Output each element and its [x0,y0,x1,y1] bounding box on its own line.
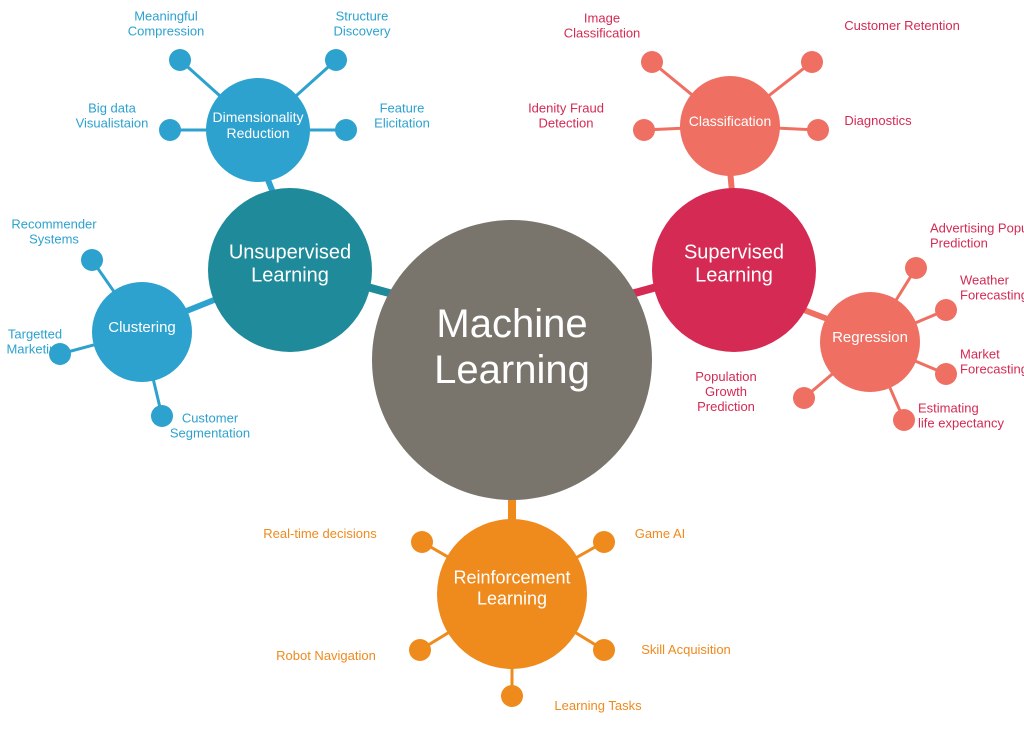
leaf-dot [807,119,829,141]
leaf-dot [593,639,615,661]
leaf-dot [905,257,927,279]
leaf-label: StructureDiscovery [333,9,391,39]
leaf-dot [159,119,181,141]
leaf-dot [411,531,433,553]
leaf-label: Customer Retention [844,18,960,33]
leaf-dot [593,531,615,553]
leaf-dot [151,405,173,427]
leaf-label: Advertising PopularityPrediction [930,221,1024,251]
clustering-node-label: Clustering [108,319,176,336]
leaf-label: Estimatinglife expectancy [918,401,1004,431]
leaf-label: CustomerSegmentation [170,411,250,441]
leaf-label: MeaningfulCompression [128,9,205,39]
leaf-dot [81,249,103,271]
supervised-learning-node-label: SupervisedLearning [684,242,784,287]
leaf-dot [169,49,191,71]
leaf-dot [893,409,915,431]
leaf-label: FeatureElicitation [374,101,430,131]
leaf-dot [793,387,815,409]
leaf-label: RecommenderSystems [11,217,97,247]
leaf-dot [641,51,663,73]
leaf-label: Skill Acquisition [641,642,731,657]
leaf-label: TargettedMarketing [6,327,63,357]
classification-node-label: Classification [689,113,771,129]
leaf-label: Diagnostics [844,113,912,128]
leaf-label: WeatherForecasting [960,273,1024,303]
leaf-dot [409,639,431,661]
leaf-dot [335,119,357,141]
leaf-label: PopulationGrowthPrediction [695,369,756,414]
leaf-label: Game AI [635,526,686,541]
leaf-label: Idenity FraudDetection [528,101,604,131]
ml-taxonomy-diagram: MeaningfulCompression StructureDiscovery B… [0,0,1024,732]
leaf-label: ImageClassification [564,11,641,41]
leaf-label: Learning Tasks [554,698,642,713]
leaf-dot [801,51,823,73]
leaf-dot [501,685,523,707]
leaf-dot [325,49,347,71]
leaf-dot [935,363,957,385]
leaf-label: Robot Navigation [276,648,376,663]
leaf-dot [935,299,957,321]
leaf-label: Real-time decisions [263,526,377,541]
leaf-label: MarketForecasting [960,347,1024,377]
regression-node-label: Regression [832,329,908,346]
leaf-label: Big dataVisualistaion [76,101,149,131]
leaf-dot [633,119,655,141]
